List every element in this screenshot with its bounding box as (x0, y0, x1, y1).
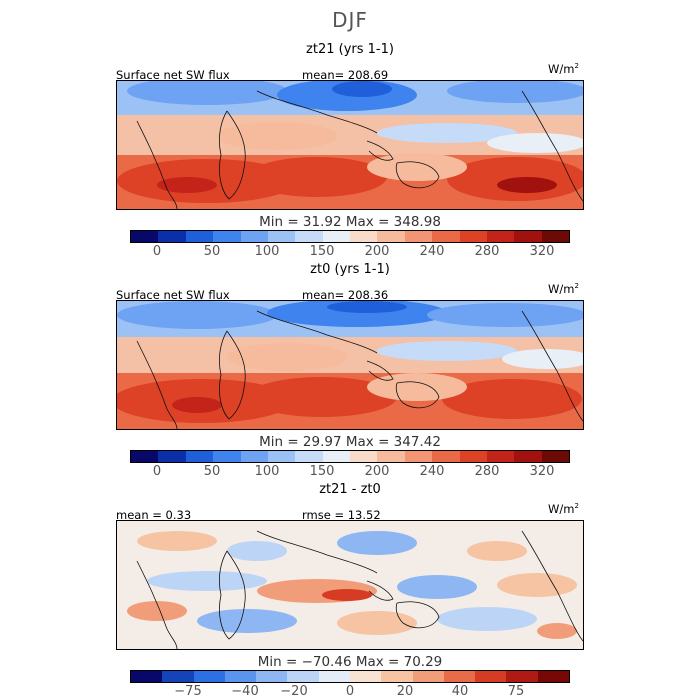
colorbar-swatch (287, 671, 319, 682)
colorbar-swatch (224, 671, 257, 682)
colorbar-swatch (158, 231, 186, 242)
colorbar-tick-label: 200 (364, 464, 390, 479)
minmax-label: Min = 29.97 Max = 347.42 (259, 434, 441, 450)
colorbar (130, 230, 570, 243)
colorbar-tick-label: 240 (419, 244, 445, 259)
units-label: W/m2 (548, 62, 579, 76)
colorbar-tick-label: 0 (345, 684, 355, 699)
colorbar-tick-label: 0 (152, 464, 162, 479)
colorbar-swatch (158, 451, 186, 462)
colorbar-swatch (506, 671, 538, 682)
colorbar-tick-label: 280 (474, 244, 500, 259)
colorbar-swatch (267, 231, 296, 242)
colorbar-swatch (514, 451, 542, 462)
mean-label: mean= 208.36 (302, 288, 389, 302)
variable-label: Surface net SW flux (116, 68, 230, 82)
colorbar-swatch (185, 231, 214, 242)
map-panel-difference (116, 520, 584, 650)
colorbar-swatch (541, 451, 569, 462)
colorbar-swatch (185, 451, 214, 462)
colorbar-swatch (318, 671, 350, 682)
minmax-label: Min = −70.46 Max = 70.29 (257, 654, 443, 670)
colorbar-swatch (537, 671, 569, 682)
colorbar-tick-label: 0 (152, 244, 162, 259)
colorbar-swatch (131, 671, 163, 682)
mean-label: mean = 0.33 (116, 508, 192, 522)
colorbar-swatch (350, 451, 378, 462)
colorbar (130, 450, 570, 463)
colorbar-tick-label: −40 (231, 684, 259, 699)
colorbar-tick-label: 75 (507, 684, 525, 699)
colorbar-tick-label: 100 (254, 464, 280, 479)
colorbar-swatch (322, 231, 350, 242)
colorbar-tick-label: 40 (451, 684, 469, 699)
colorbar-swatch (459, 451, 487, 462)
map-field (117, 301, 583, 429)
units-label: W/m2 (548, 502, 579, 516)
colorbar-tick-label: 50 (203, 244, 221, 259)
colorbar-swatch (295, 451, 323, 462)
colorbar-tick-label: 240 (419, 464, 445, 479)
colorbar-swatch (349, 671, 382, 682)
colorbar-tick-label: 150 (309, 464, 335, 479)
colorbar-ticks: 0 50 100 150 200 240 280 320 (0, 464, 700, 480)
colorbar-swatch (404, 451, 433, 462)
colorbar-tick-label: −75 (174, 684, 202, 699)
panel-title: zt21 (yrs 1-1) (306, 42, 394, 57)
colorbar-swatch (193, 671, 225, 682)
colorbar-tick-label: 20 (396, 684, 414, 699)
colorbar-swatch (267, 451, 296, 462)
colorbar-swatch (350, 231, 378, 242)
units-label: W/m2 (548, 282, 579, 296)
colorbar-tick-label: −20 (280, 684, 308, 699)
colorbar-tick-label: 280 (474, 464, 500, 479)
colorbar-swatch (486, 231, 515, 242)
colorbar-swatch (240, 451, 268, 462)
map-field (117, 521, 583, 649)
mean-label: mean= 208.69 (302, 68, 389, 82)
colorbar-swatch (486, 451, 515, 462)
rmse-label: rmse = 13.52 (302, 508, 381, 522)
figure-title: DJF (332, 8, 368, 32)
colorbar-swatch (377, 451, 405, 462)
colorbar-swatch (295, 231, 323, 242)
colorbar-tick-label: 50 (203, 464, 221, 479)
map-panel-zt0 (116, 300, 584, 430)
colorbar-swatch (131, 231, 159, 242)
colorbar-swatch (443, 671, 476, 682)
colorbar-swatch (541, 231, 569, 242)
colorbar-tick-label: 320 (529, 464, 555, 479)
colorbar-tick-label: 100 (254, 244, 280, 259)
colorbar-swatch (162, 671, 194, 682)
colorbar-swatch (381, 671, 413, 682)
colorbar-swatch (240, 231, 268, 242)
colorbar-swatch (432, 231, 460, 242)
colorbar-swatch (514, 231, 542, 242)
colorbar-swatch (432, 451, 460, 462)
colorbar-ticks: −75 −40 −20 0 20 40 75 (0, 684, 700, 700)
colorbar-swatch (475, 671, 507, 682)
colorbar-swatch (459, 231, 487, 242)
variable-label: Surface net SW flux (116, 288, 230, 302)
colorbar-swatch (322, 451, 350, 462)
map-panel-zt21 (116, 80, 584, 210)
colorbar-swatch (131, 451, 159, 462)
minmax-label: Min = 31.92 Max = 348.98 (259, 214, 441, 230)
colorbar-swatch (377, 231, 405, 242)
colorbar-tick-label: 200 (364, 244, 390, 259)
colorbar (130, 670, 570, 683)
colorbar-swatch (404, 231, 433, 242)
colorbar-ticks: 0 50 100 150 200 240 280 320 (0, 244, 700, 260)
colorbar-swatch (213, 231, 241, 242)
panel-title: zt21 - zt0 (319, 482, 381, 497)
colorbar-tick-label: 320 (529, 244, 555, 259)
colorbar-swatch (412, 671, 444, 682)
colorbar-swatch (256, 671, 288, 682)
colorbar-tick-label: 150 (309, 244, 335, 259)
map-field (117, 81, 583, 209)
panel-title: zt0 (yrs 1-1) (310, 262, 390, 277)
colorbar-swatch (213, 451, 241, 462)
